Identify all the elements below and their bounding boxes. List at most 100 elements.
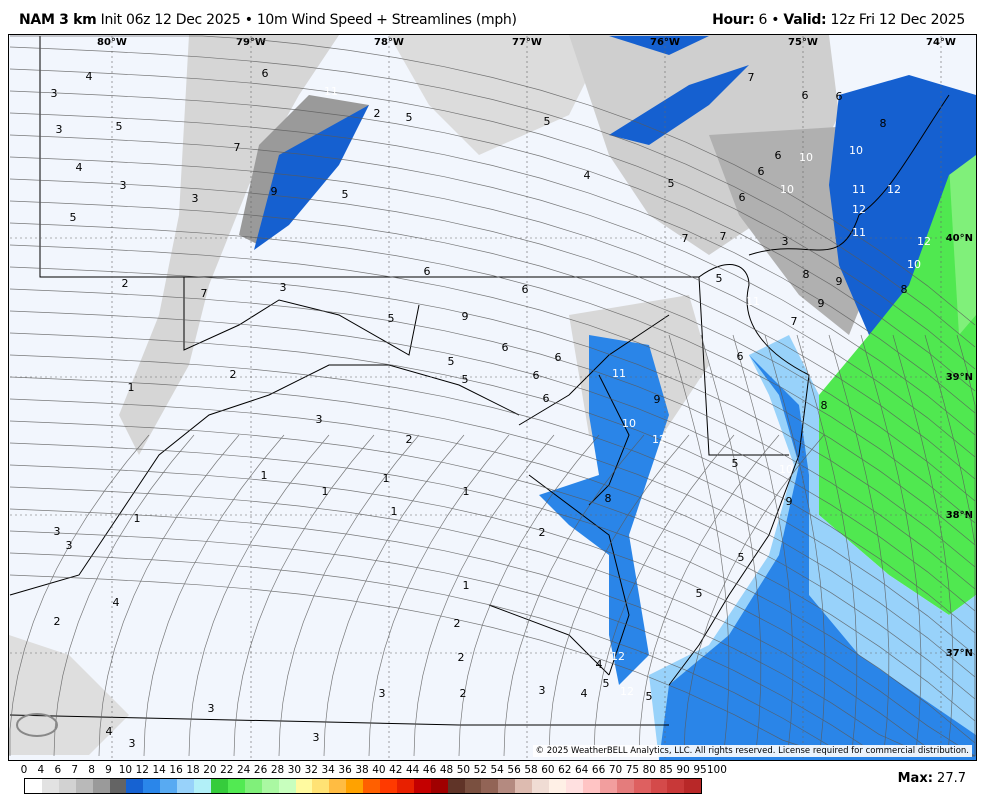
- colorbar-tick-label: 50: [456, 764, 471, 776]
- wind-speed-label: 3: [782, 235, 789, 248]
- wind-speed-label: 7: [201, 287, 208, 300]
- valid-label: Valid:: [783, 12, 827, 28]
- wind-speed-label: 7: [234, 141, 241, 154]
- wind-speed-label: 3: [120, 179, 127, 192]
- colorbar-tick-label: 20: [203, 764, 217, 776]
- wind-speed-label: 4: [113, 596, 120, 609]
- streamline: [796, 334, 858, 757]
- colorbar-tick-label: 32: [304, 764, 318, 776]
- colorbar-swatch: [92, 779, 110, 793]
- colorbar-swatch: [464, 779, 482, 793]
- colorbar-swatch: [684, 779, 702, 793]
- max-number: 27.7: [937, 771, 966, 786]
- wind-speed-label: 1: [383, 472, 390, 485]
- colorbar-tick-label: 24: [237, 764, 251, 776]
- wind-speed-label: 1: [322, 485, 329, 498]
- colorbar-swatch: [194, 779, 211, 793]
- colorbar-tick-label: 85: [659, 764, 673, 776]
- wind-speed-label: 2: [460, 687, 467, 700]
- streamline: [9, 46, 976, 348]
- wind-speed-label: 4: [86, 70, 93, 83]
- latitude-label: 38°N: [946, 510, 973, 521]
- colorbar-tick-label: 70: [608, 764, 623, 776]
- latitude-label: 40°N: [946, 233, 973, 244]
- wind-speed-label: 9: [818, 297, 825, 310]
- wind-speed-label: 3: [208, 702, 215, 715]
- streamline: [593, 434, 735, 757]
- colorbar-swatch: [25, 779, 42, 793]
- wind-speed-label: 11: [852, 226, 866, 239]
- wind-speed-label: 5: [342, 188, 349, 201]
- colorbar-swatch: [244, 779, 262, 793]
- wind-speed-label: 12: [887, 183, 901, 196]
- wind-speed-label: 3: [192, 192, 199, 205]
- colorbar-swatch: [312, 779, 330, 793]
- wind-speed-label: 11: [324, 85, 338, 98]
- colorbar-swatch: [532, 779, 550, 793]
- wind-speed-label: 1: [391, 505, 398, 518]
- latitude-label: 39°N: [946, 372, 973, 383]
- longitude-label: 77°W: [512, 37, 542, 48]
- wind-speed-label: 4: [584, 169, 591, 182]
- streamline: [143, 434, 285, 757]
- colorbar-tick-label: 16: [169, 764, 183, 776]
- wind-speed-label: 5: [388, 312, 395, 325]
- separator: •: [771, 12, 780, 28]
- wind-speed-label: 3: [313, 731, 320, 744]
- colorbar-swatch: [41, 779, 59, 793]
- streamline: [9, 266, 976, 568]
- colorbar-swatch: [126, 779, 144, 793]
- wind-speed-label: 11: [746, 295, 760, 308]
- streamline: [9, 68, 976, 370]
- wind-speed-label: 4: [76, 161, 83, 174]
- copyright-notice: © 2025 WeatherBELL Analytics, LLC. All r…: [532, 745, 972, 757]
- streamline: [233, 434, 375, 757]
- wind-speed-label: 5: [738, 551, 745, 564]
- valid-value: 12z Fri 12 Dec 2025: [830, 12, 966, 28]
- wind-speed-label: 1: [134, 512, 141, 525]
- colorbar-swatch: [143, 779, 161, 793]
- wind-speed-label: 2: [454, 617, 461, 630]
- colorbar-tick-label: 100: [706, 764, 727, 776]
- colorbar-swatch: [58, 779, 76, 793]
- wind-map: 80°W 79°W 78°W 77°W 76°W 75°W 74°W 40°N 39°N 38°N…: [8, 34, 977, 761]
- colorbar-swatch: [430, 779, 448, 793]
- wind-speed-label: 6: [555, 351, 562, 364]
- streamline: [638, 434, 780, 757]
- wind-speed-label: 6: [262, 67, 269, 80]
- colorbar-swatch: [75, 779, 93, 793]
- colorbar-tick-label: 44: [406, 764, 420, 776]
- wind-speed-label: 3: [280, 281, 287, 294]
- wind-speed-label: 12: [652, 433, 666, 446]
- max-value: Max: 27.7: [898, 771, 966, 786]
- boundary-line: [518, 314, 670, 426]
- wind-speed-label: 5: [462, 373, 469, 386]
- colorbar-tick-label: 64: [575, 764, 589, 776]
- wind-speed-label: 5: [696, 587, 703, 600]
- streamline: [860, 334, 922, 757]
- wind-speed-label: 6: [758, 165, 765, 178]
- wind-speed-label: 10: [780, 183, 794, 196]
- wind-speed-label: 4: [581, 687, 588, 700]
- streamline: [413, 434, 555, 757]
- streamline: [9, 530, 975, 757]
- wind-speed-label: 3: [51, 87, 58, 100]
- wind-speed-label: 5: [668, 177, 675, 190]
- wind-speed-label: 10: [622, 417, 636, 430]
- colorbar-swatch: [396, 779, 414, 793]
- longitude-label: 75°W: [788, 37, 818, 48]
- wind-speed-label: 2: [406, 433, 413, 446]
- wind-speed-label: 6: [775, 149, 782, 162]
- streamline: [368, 434, 510, 757]
- streamline: [9, 288, 976, 590]
- wind-speed-label: 2: [230, 368, 237, 381]
- streamline: [10, 35, 976, 326]
- wind-speed-label: 10: [849, 144, 863, 157]
- colorbar-swatch: [413, 779, 431, 793]
- streamline: [668, 334, 730, 757]
- wind-speed-label: 5: [116, 120, 123, 133]
- separator: •: [244, 12, 253, 28]
- map-title: NAM 3 km Init 06z 12 Dec 2025 • 10m Wind…: [19, 12, 517, 28]
- wind-speed-label: 4: [596, 658, 603, 671]
- colorbar-tick-label: 36: [338, 764, 352, 776]
